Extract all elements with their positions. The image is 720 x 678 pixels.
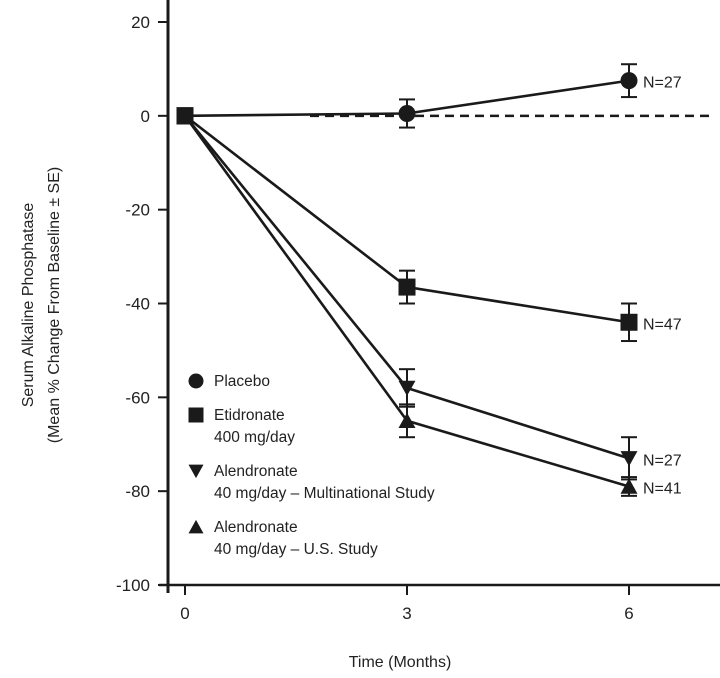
legend-label: Etidronate [214,407,285,424]
y-tick-label: -80 [125,482,150,501]
data-point [620,313,638,331]
legend-item: Placebo [188,373,270,390]
data-point [398,278,416,296]
legend-label: 40 mg/day – Multinational Study [214,485,435,502]
n-label: N=27 [643,452,682,469]
x-tick-label: 0 [180,604,189,623]
series-triangle-up [176,107,638,497]
y-tick-label: -60 [125,388,150,407]
data-point [398,104,416,122]
labels-layer: N=27 N=47 N=27 N=41 [643,75,682,498]
data-point [398,380,416,397]
series-layer [176,63,638,497]
legend-marker [188,373,204,389]
legend: Placebo Etidronate 400 mg/day Alendronate 40… [188,373,435,558]
legend-marker [188,464,204,479]
data-point [176,107,194,125]
y-tick-label: 0 [141,107,150,126]
y-tick-label: -40 [125,295,150,314]
legend-marker [188,519,204,534]
y-tick-label: 20 [131,13,150,32]
x-tick-label: 6 [624,604,633,623]
y-axis-title: Serum Alkaline Phosphatase [20,203,37,408]
legend-marker [188,407,204,423]
x-axis-title: Time (Months) [349,654,452,671]
legend-label: 40 mg/day – U.S. Study [214,541,378,558]
data-point [620,451,638,467]
data-point [398,412,416,429]
data-point [620,478,638,494]
n-label: N=27 [643,75,682,92]
legend-item: Alendronate 40 mg/day – U.S. Study [188,519,378,558]
axes: 20 0 -20 -40 -60 -80 -100 0 3 6 Time (Months) Serum… [20,0,720,671]
y-tick-label: -20 [125,201,150,220]
data-point [620,72,638,90]
series-circle [176,63,638,129]
y-axis-title: (Mean % Change From Baseline ± SE) [46,167,63,443]
legend-item: Alendronate 40 mg/day – Multinational Stu… [188,463,435,502]
legend-item: Etidronate 400 mg/day [188,407,295,446]
series-square [176,107,638,343]
legend-label: Placebo [214,373,270,390]
x-tick-label: 3 [402,604,411,623]
legend-label: Alendronate [214,519,298,536]
legend-label: Alendronate [214,463,298,480]
legend-label: 400 mg/day [214,429,295,446]
y-tick-label: -100 [116,576,150,595]
n-label: N=47 [643,316,682,333]
n-label: N=41 [643,480,682,497]
